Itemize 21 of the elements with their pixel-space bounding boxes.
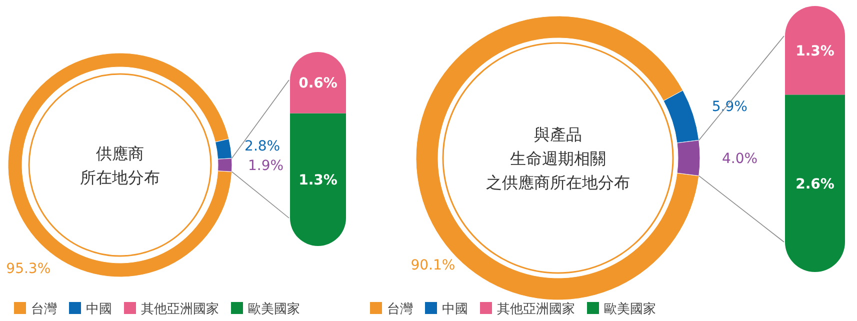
text: 與產品生命週期相關之供應商所在地分布: [486, 125, 630, 192]
data-label: 95.3%: [6, 260, 51, 277]
legend-label: 其他亞洲國家: [497, 301, 575, 317]
data-label: 1.3%: [796, 43, 834, 60]
data-label: 5.9%: [712, 98, 748, 115]
data-label: 2.8%: [244, 138, 280, 154]
legend-label: 其他亞洲國家: [141, 301, 219, 317]
data-label: 90.1%: [410, 257, 456, 274]
legend-label: 中國: [442, 302, 468, 317]
data-label: 0.6%: [298, 76, 338, 92]
legend-label: 歐美國家: [604, 301, 656, 317]
legend-label: 歐美國家: [248, 301, 300, 317]
legend-label: 台灣: [31, 302, 57, 317]
donut-slice: [8, 52, 232, 278]
data-label: 4.0%: [722, 151, 758, 167]
data-label: 2.6%: [796, 176, 834, 192]
data-label: 1.3%: [298, 172, 338, 189]
legend-label: 台灣: [387, 302, 413, 317]
data-label: 1.9%: [248, 158, 284, 174]
legend-label: 中國: [86, 302, 112, 317]
text: 供應商所在地分布: [80, 144, 160, 187]
